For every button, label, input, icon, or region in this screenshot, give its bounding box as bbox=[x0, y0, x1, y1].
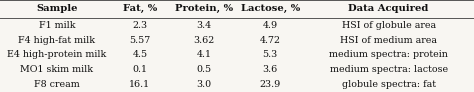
Text: 2.3: 2.3 bbox=[132, 21, 147, 30]
Text: Data Acquired: Data Acquired bbox=[348, 5, 429, 13]
Text: 16.1: 16.1 bbox=[129, 80, 150, 89]
Text: HSI of globule area: HSI of globule area bbox=[342, 21, 436, 30]
Text: 3.4: 3.4 bbox=[196, 21, 211, 30]
Text: 3.6: 3.6 bbox=[263, 65, 278, 74]
Text: 0.5: 0.5 bbox=[196, 65, 211, 74]
Text: medium spectra: protein: medium spectra: protein bbox=[329, 51, 448, 59]
Text: Sample: Sample bbox=[36, 5, 78, 13]
Text: 4.9: 4.9 bbox=[263, 21, 278, 30]
Text: F8 cream: F8 cream bbox=[34, 80, 80, 89]
Text: 3.62: 3.62 bbox=[193, 36, 214, 45]
Text: F1 milk: F1 milk bbox=[38, 21, 75, 30]
Text: MO1 skim milk: MO1 skim milk bbox=[20, 65, 93, 74]
Text: Fat, %: Fat, % bbox=[123, 5, 157, 13]
Text: 3.0: 3.0 bbox=[196, 80, 211, 89]
Text: HSI of medium area: HSI of medium area bbox=[340, 36, 437, 45]
Text: medium spectra: lactose: medium spectra: lactose bbox=[329, 65, 448, 74]
Text: Protein, %: Protein, % bbox=[175, 5, 233, 13]
Text: Lactose, %: Lactose, % bbox=[240, 5, 300, 13]
Text: 5.3: 5.3 bbox=[263, 51, 278, 59]
Text: 23.9: 23.9 bbox=[260, 80, 281, 89]
Text: 5.57: 5.57 bbox=[129, 36, 150, 45]
Text: 4.5: 4.5 bbox=[132, 51, 147, 59]
Text: globule spectra: fat: globule spectra: fat bbox=[342, 80, 436, 89]
Text: 4.72: 4.72 bbox=[260, 36, 281, 45]
Text: 0.1: 0.1 bbox=[132, 65, 147, 74]
Text: E4 high-protein milk: E4 high-protein milk bbox=[7, 51, 107, 59]
Text: 4.1: 4.1 bbox=[196, 51, 211, 59]
Text: F4 high-fat milk: F4 high-fat milk bbox=[18, 36, 95, 45]
